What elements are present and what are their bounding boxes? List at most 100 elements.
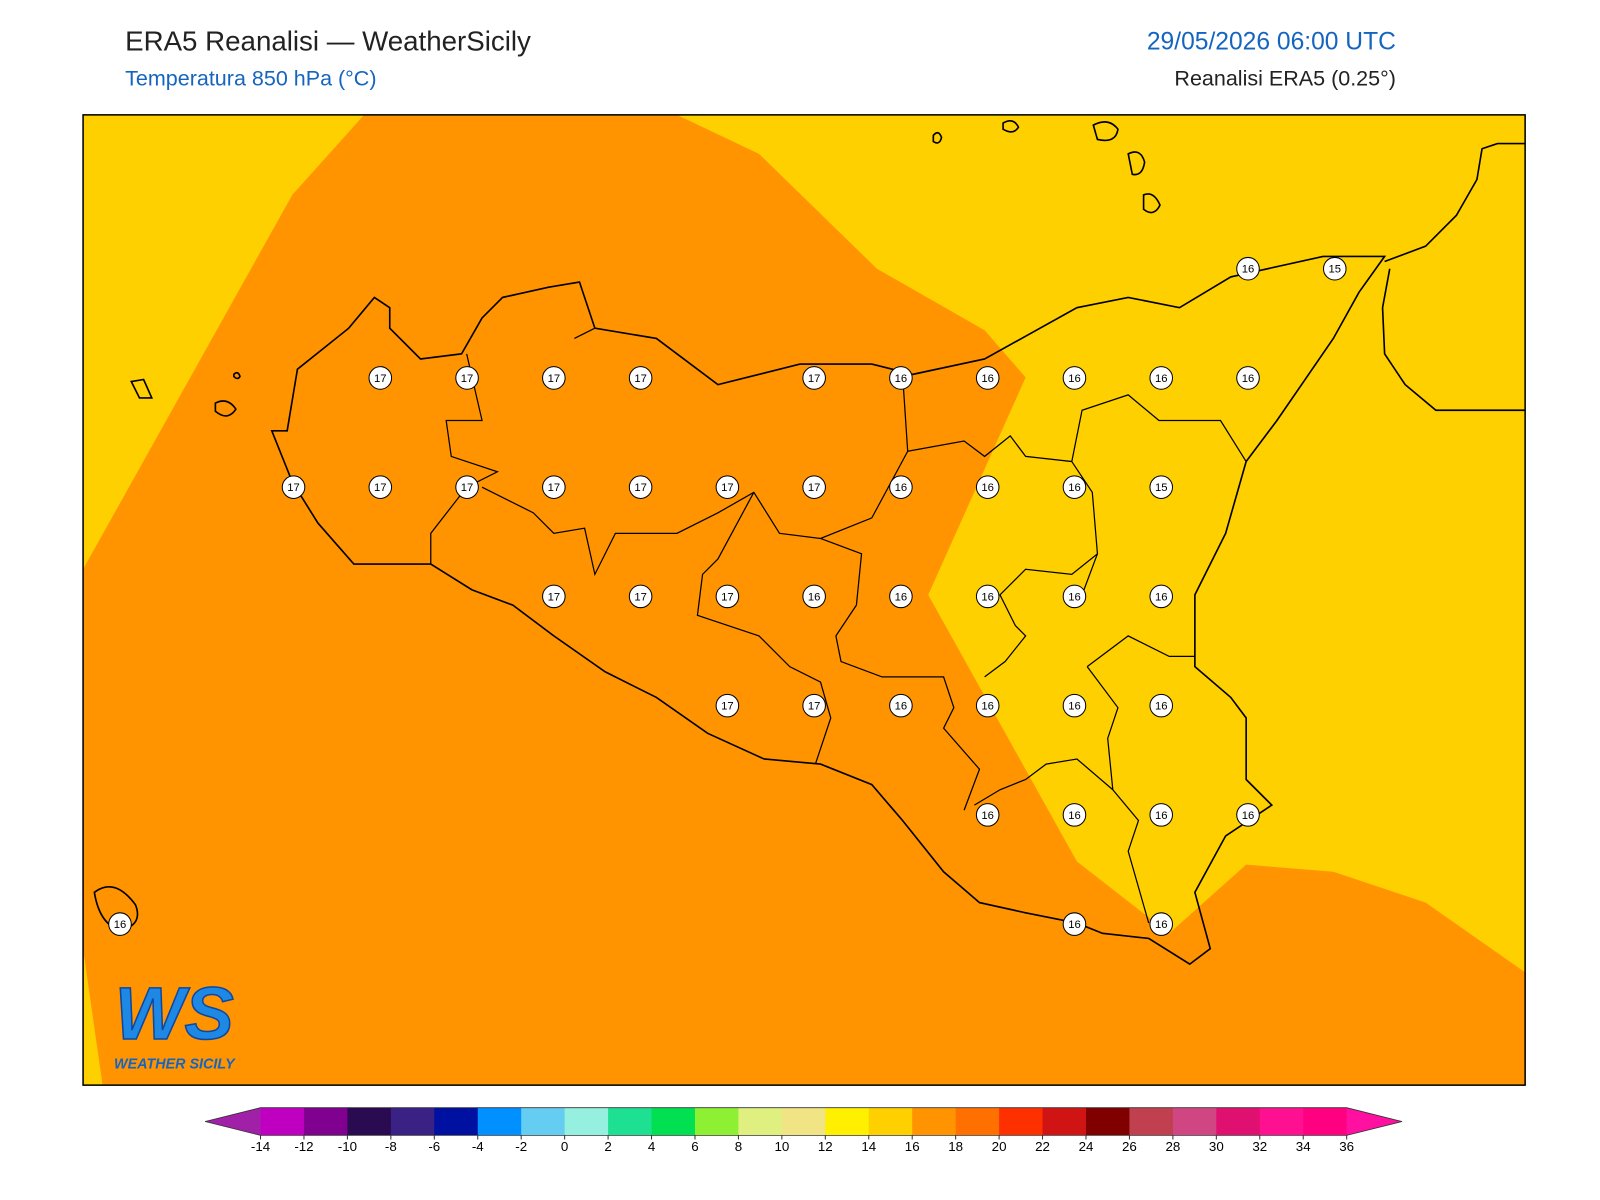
station-marker [1062,475,1087,499]
station-marker [1062,366,1087,390]
station-marker [1236,256,1260,281]
source: Reanalisi ERA5 (0.25°) [1174,67,1395,91]
province-borders [430,327,1247,924]
colorbar-tick-label: 12 [818,1139,833,1154]
colorbar-tick-label: -12 [294,1139,313,1154]
colorbar-bin [260,1107,305,1136]
station-value: 17 [808,701,821,713]
colorbar-bin [912,1107,957,1136]
colorbar-tick-label: 16 [905,1139,920,1154]
station-value: 17 [548,373,561,385]
colorbar-bin [781,1107,826,1136]
aeolian-islands [932,119,1161,214]
station-marker [975,584,1000,609]
colorbar-tick-label: 34 [1296,1139,1311,1154]
station-value: 16 [808,591,821,603]
station-value: 17 [548,482,561,494]
colorbar-tick-label: 22 [1035,1139,1050,1154]
map-frame [82,114,1526,1086]
station-marker [628,475,653,499]
station-marker [802,693,826,718]
station-marker [975,475,1000,499]
station-value: 17 [721,701,734,713]
station-marker [802,584,826,609]
colorbar-bin [1085,1107,1130,1136]
colorbar-bin [390,1107,435,1136]
colorbar-bin [999,1107,1044,1136]
station-value: 17 [374,482,387,494]
station-value: 17 [374,373,387,385]
station-value: 15 [1329,264,1342,276]
colorbar-bin [694,1107,739,1136]
colorbar-bin [608,1107,653,1136]
station-value: 17 [721,591,734,603]
station-marker [368,475,393,499]
station-marker [628,366,653,390]
station-marker [542,584,566,609]
colorbar-tick-label: 2 [604,1139,611,1154]
colorbar-bin [434,1107,479,1136]
station-marker [889,366,913,390]
station-value: 16 [1068,919,1081,931]
station-value: 16 [1068,482,1081,494]
colorbar-tick-label: 20 [992,1139,1007,1154]
station-value: 17 [808,373,821,385]
station-marker [542,475,566,499]
colorbar-bin [825,1107,870,1136]
station-marker [715,693,740,718]
colorbar-bin [1303,1107,1348,1136]
station-value: 16 [1068,810,1081,822]
station-marker [455,366,479,390]
colorbar-tick-label: -6 [428,1139,440,1154]
colorbar-bin [347,1107,392,1136]
station-value: 17 [634,591,647,603]
station-marker [1236,366,1260,390]
station-value: 16 [1155,810,1168,822]
colorbar: -14 -12 -10 -8 -6 -4 -2 0 2 4 6 8 10 12 14 16 18 20 22 24 26… [205,1107,1403,1154]
colorbar-bin [303,1107,348,1136]
colorbar-bin [521,1107,566,1136]
station-marker [108,912,132,936]
coastlines [93,119,1526,966]
map: 16 15 17 17 17 17 17 16 16 16 16 16 17 17 17 17 17 17 17 16… [83,114,1526,1086]
station-marker [281,475,306,499]
colorbar-tick-label: -14 [251,1139,271,1154]
station-marker [1149,693,1174,718]
colorbar-tick-label: -8 [385,1139,397,1154]
station-marker [628,584,653,609]
logo: WS WEATHER SICILY [114,971,236,1072]
station-value: 16 [1155,373,1168,385]
station-marker [1149,584,1174,609]
station-marker [889,475,913,499]
egadi-islands [130,371,241,417]
station-marker [1149,475,1174,499]
station-marker [1149,366,1174,390]
sicily-coast [270,255,1387,966]
station-marker [1062,912,1087,936]
colorbar-bin [651,1107,696,1136]
station-marker [1322,256,1347,281]
station-marker [802,366,826,390]
station-value: 16 [981,482,994,494]
pantelleria [93,886,139,932]
station-value: 16 [981,701,994,713]
colorbar-tick-label: -2 [515,1139,527,1154]
colorbar-bin [1172,1107,1217,1136]
station-marker [715,475,740,499]
colorbar-tick-label: 0 [561,1139,568,1154]
colorbar-tick-label: 24 [1079,1139,1094,1154]
colorbar-tick-label: -10 [338,1139,357,1154]
station-marker [1149,803,1174,827]
colorbar-bin [738,1107,783,1136]
station-marker [368,366,393,390]
station-value: 16 [895,591,908,603]
station-marker [889,693,913,718]
colorbar-bin [1129,1107,1174,1136]
station-marker [889,584,913,609]
station-value: 17 [634,373,647,385]
station-value: 16 [895,482,908,494]
station-marker [975,803,1000,827]
colorbar-bin [564,1107,609,1136]
station-value: 17 [461,482,474,494]
